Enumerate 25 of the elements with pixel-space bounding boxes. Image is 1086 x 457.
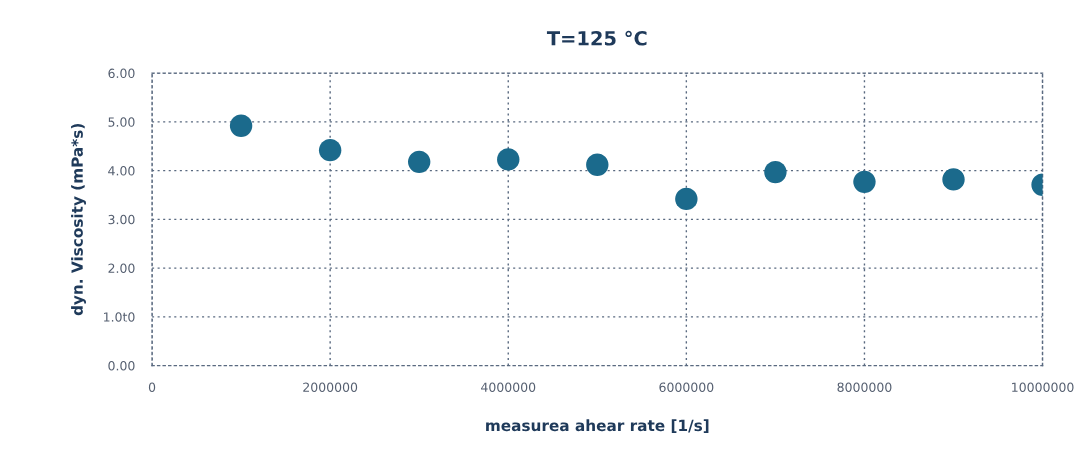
- chart-title: T=125 °C: [546, 30, 647, 46]
- y-tick-label: 0.00: [108, 361, 135, 371]
- x-axis-title: measurea ahear rate [1/s]: [486, 419, 709, 433]
- point: [764, 160, 787, 184]
- point: [497, 148, 520, 171]
- point: [675, 187, 698, 211]
- x-tick-label: 10000000: [1012, 382, 1074, 392]
- y-tick-label: 2.00: [108, 263, 135, 274]
- point: [853, 170, 876, 194]
- point: [586, 153, 609, 176]
- x-tick-label: 0: [148, 382, 156, 392]
- y-tick-label: 3.00: [108, 214, 135, 225]
- x-tick-label: 4000000: [481, 382, 536, 392]
- point: [229, 114, 253, 137]
- point: [318, 138, 342, 162]
- y-tick-label: 4.00: [108, 166, 135, 176]
- y-tick-label: 1.0t0: [104, 312, 135, 322]
- point: [408, 150, 431, 174]
- x-tick-label: 8000000: [837, 382, 892, 392]
- y-tick-label: 6.00: [108, 68, 135, 79]
- x-tick-label: 6000000: [659, 382, 714, 392]
- y-axis-title: dyn. Viscosity (mPa*s): [71, 124, 86, 316]
- x-tick-label: 2000000: [303, 382, 358, 392]
- y-tick-label: 5.00: [108, 117, 135, 127]
- point: [942, 168, 965, 191]
